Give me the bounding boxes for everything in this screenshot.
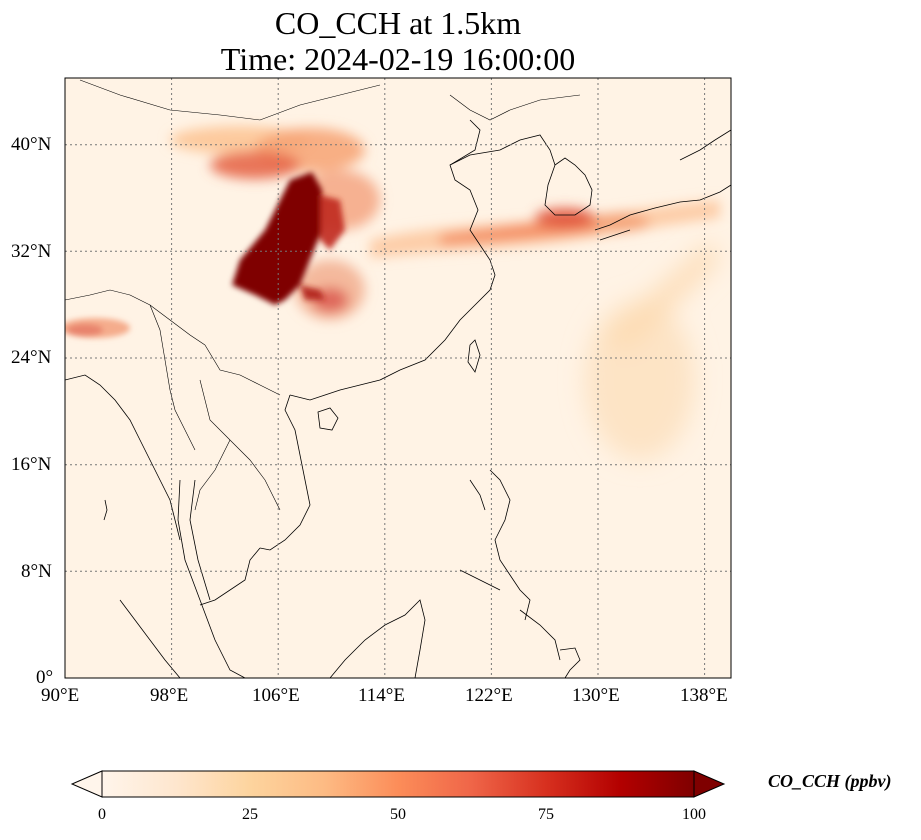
colorbar-tick: 100: [682, 806, 706, 823]
lon-tick: 114°E: [358, 685, 405, 706]
lon-tick: 106°E: [252, 685, 300, 706]
coastlines: [65, 79, 731, 678]
map-frame: [64, 77, 732, 679]
plume-northeast-india: [65, 318, 130, 338]
plume-north-china: [170, 126, 380, 320]
colorbar-extend-min: [70, 770, 103, 798]
lon-tick: 98°E: [150, 685, 189, 706]
map-title: CO_CCH at 1.5km: [274, 5, 522, 41]
lon-tick: 138°E: [680, 685, 728, 706]
colorbar-tick: 75: [538, 806, 554, 823]
colorbar-gradient: [102, 771, 694, 797]
lat-tick: 32°N: [11, 241, 52, 262]
lat-tick: 8°N: [21, 561, 52, 582]
lon-tick: 122°E: [465, 685, 513, 706]
colorbar-extend-max: [693, 770, 726, 798]
colorbar-frame: [101, 770, 695, 798]
lat-tick: 16°N: [11, 454, 52, 475]
colorbar-tick: 25: [242, 806, 258, 823]
map-subtitle-time: Time: 2024-02-19 16:00:00: [220, 41, 576, 77]
colorbar-tick: 0: [98, 806, 106, 823]
plume-core: [232, 172, 345, 305]
lon-tick: 130°E: [572, 685, 620, 706]
plume-west-pacific: [585, 240, 720, 460]
lon-tick: 90°E: [41, 685, 80, 706]
lat-tick: 40°N: [11, 134, 52, 155]
lat-tick: 0°: [36, 667, 54, 688]
colorbar-label: CO_CCH (ppbv): [768, 771, 892, 791]
lat-tick: 24°N: [11, 347, 52, 368]
concentration-field: [65, 78, 731, 678]
graticule: [65, 78, 731, 678]
colorbar: [70, 770, 726, 798]
colorbar-tick: 50: [390, 806, 406, 823]
